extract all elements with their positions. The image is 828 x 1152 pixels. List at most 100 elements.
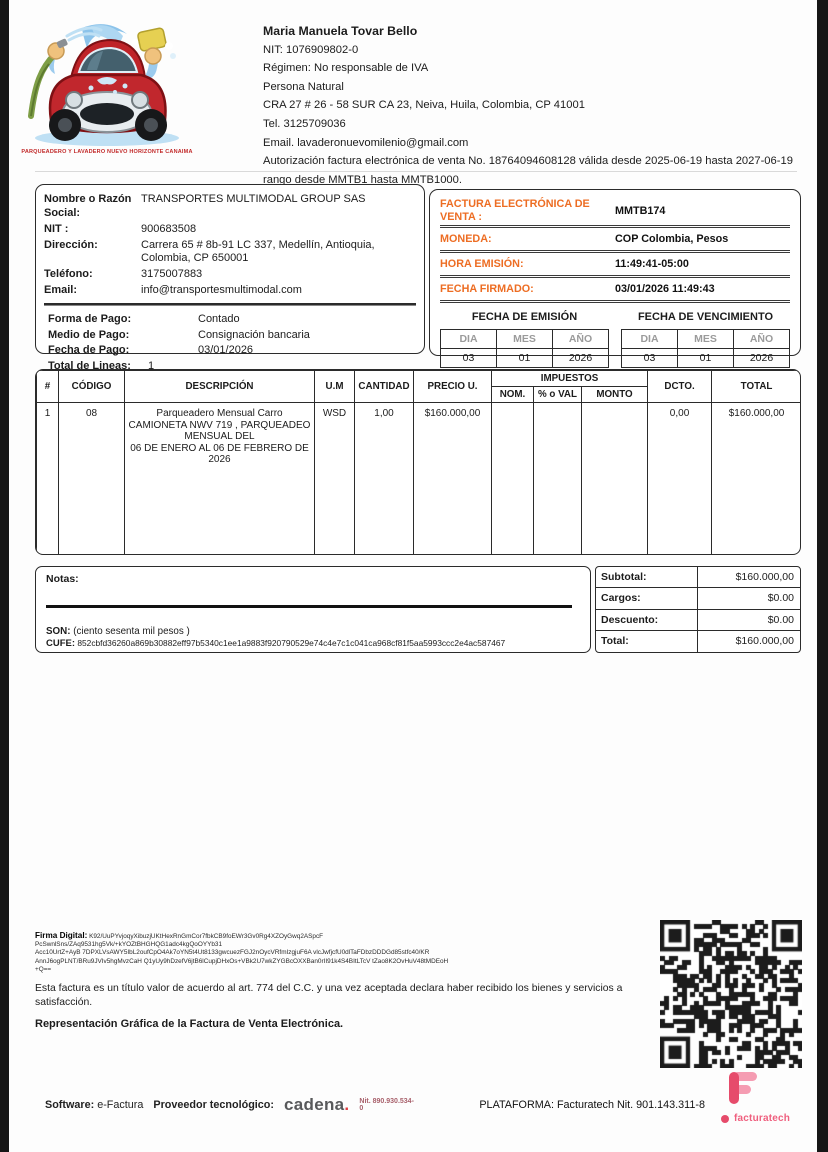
header-dcto: DCTO. [647,370,713,403]
customer-name-row: Nombre o Razón Social: TRANSPORTES MULTI… [44,193,416,220]
due-day: 03 [621,348,678,368]
cadena-wordmark: cadena. [284,1095,350,1114]
seller-authorization: Autorización factura electrónica de vent… [263,155,793,186]
item-dcto: 0,00 [647,402,713,554]
total-value: $160.000,00 [735,635,794,648]
customer-phone-row: Teléfono: 3175007883 [44,268,416,282]
item-row: 1 08 Parqueadero Mensual Carro CAMIONETA… [36,402,800,554]
due-year: 2026 [733,348,790,368]
item-code: 08 [58,402,125,554]
item-price: $160.000,00 [413,402,492,554]
cufe-value: 852cbfd36260a869b30882eff97b5340c1ee1a98… [77,638,506,648]
field-value: 3175007883 [141,268,203,280]
col-mes: MES [496,329,553,349]
facturatech-logo: facturatech [721,1072,805,1124]
field-value: TRANSPORTES MULTIMODAL GROUP SAS [141,193,366,205]
logo-caption: PARQUEADERO Y LAVADERO NUEVO HORIZONTE C… [21,149,193,155]
amount-in-words: SON: (ciento sesenta mil pesos ) [46,626,582,638]
header-divider [35,171,797,172]
col-dia: DIA [621,329,678,349]
son-label: SON: [46,626,71,637]
field-label: Email: [44,284,78,296]
facturatech-icon [729,1072,757,1104]
totals-label: Total: [596,630,698,652]
emission-time-value: 11:49:41-05:00 [615,258,689,270]
col-mes: MES [677,329,734,349]
signed-date-value: 03/01/2026 11:49:43 [615,283,715,295]
totals-table: Subtotal: $160.000,00 Cargos: $0.00 Desc… [595,566,801,653]
seller-persona: Persona Natural [263,80,344,93]
header-taxes: IMPUESTOS [490,370,649,387]
item-num: 1 [36,402,59,554]
header-code: CÓDIGO [58,370,125,403]
signed-date-row: FECHA FIRMADO: 03/01/2026 11:49:43 [440,278,790,303]
facturatech-name: facturatech [734,1113,791,1124]
emission-year: 2026 [552,348,609,368]
totals-label: Descuento: [596,609,698,630]
seller-phone: Tel. 3125709036 [263,117,346,130]
field-value: 900683508 [141,222,197,235]
invoice-number-row: FACTURA ELECTRÓNICA DE VENTA : MMTB174 [440,196,790,228]
header-tax-amount: MONTO [580,386,649,403]
cadena-nit: Nit. 890.930.534-0 [359,1097,414,1112]
signature-label: Firma Digital: [35,931,88,940]
field-label: Medio de Pago: [48,328,130,341]
footer: Software: e-Factura Proveedor tecnológic… [45,1096,705,1113]
payment-form-row: Forma de Pago: Contado [44,312,416,328]
signature-block: Firma Digital: K92/UuPYvjoqyXibuzjUKtHex… [35,931,675,1031]
company-logo: PARQUEADERO Y LAVADERO NUEVO HORIZONTE C… [21,20,193,155]
field-value: Contado [198,313,240,325]
due-month: 01 [677,348,734,368]
field-label: NIT : [44,222,69,235]
emission-date-title: FECHA DE EMISIÓN [471,311,578,323]
meta-label: FECHA FIRMADO: [440,282,534,295]
seller-address: CRA 27 # 26 - 58 SUR CA 23, Neiva, Huila… [263,99,585,112]
facturatech-dot-icon [721,1114,729,1123]
emission-day: 03 [440,348,497,368]
header-tax-val: % o VAL [533,386,582,403]
invoice-meta-box: FACTURA ELECTRÓNICA DE VENTA : MMTB174 M… [429,189,801,368]
total-lines-row: Total de Lineas: 1 [44,359,416,375]
field-value: Consignación bancaria [198,328,310,341]
legal-text: Esta factura es un título valor de acuer… [35,983,623,1009]
emission-time-row: HORA EMISIÓN: 11:49:41-05:00 [440,253,790,278]
item-tax-val [533,402,582,554]
software-value: e-Factura [97,1098,144,1111]
notes-box: Notas: SON: (ciento sesenta mil pesos ) … [35,566,591,653]
customer-address-row: Dirección: Carrera 65 # 8b-91 LC 337, Me… [44,239,416,266]
field-label: Forma de Pago: [48,313,132,325]
header-um: U.M [314,370,355,403]
meta-label: HORA EMISIÓN: [440,257,524,270]
currency-row: MONEDA: COP Colombia, Pesos [440,228,790,253]
item-description: Parqueadero Mensual Carro CAMIONETA NWV … [124,402,315,554]
field-value: 1 [148,359,155,372]
field-label: Total de Lineas: [48,359,131,372]
item-tax-amount [580,402,649,554]
notes-signature-line [46,605,572,608]
due-date-title: FECHA DE VENCIMIENTO [637,311,774,323]
customer-box: Nombre o Razón Social: TRANSPORTES MULTI… [35,184,425,372]
payment-date-row: Fecha de Pago: 03/01/2026 [44,343,416,359]
totals-label: Cargos: [596,588,698,609]
discount-row: Descuento: $0.00 [596,609,800,631]
item-tax-nom [491,402,534,554]
notes-label: Notas: [46,573,79,585]
currency-value: COP Colombia, Pesos [615,233,729,245]
platform-text: PLATAFORMA: Facturatech Nit. 901.143.311… [479,1098,705,1111]
graphic-representation-text: Representación Gráfica de la Factura de … [35,1018,344,1031]
items-table-wrap: # CÓDIGO DESCRIPCIÓN U.M CANTIDAD PRECIO… [35,369,801,555]
header-price: PRECIO U. [413,370,492,403]
header-tax-nom: NOM. [491,386,534,403]
col-ano: AÑO [733,329,790,349]
software-label: Software: [45,1098,95,1111]
car-wash-logo-image [28,24,179,146]
invoice-number: MMTB174 [615,204,666,217]
items-table: # CÓDIGO DESCRIPCIÓN U.M CANTIDAD PRECIO… [36,370,800,554]
header-total: TOTAL [711,370,800,403]
charges-value: $0.00 [767,592,794,605]
header-qty: CANTIDAD [354,370,414,403]
cufe-label: CUFE: [46,638,76,649]
software-item: Software: e-Factura [45,1099,143,1111]
customer-box-divider [44,302,416,306]
seller-nit: NIT: 1076909802-0 [263,43,359,56]
